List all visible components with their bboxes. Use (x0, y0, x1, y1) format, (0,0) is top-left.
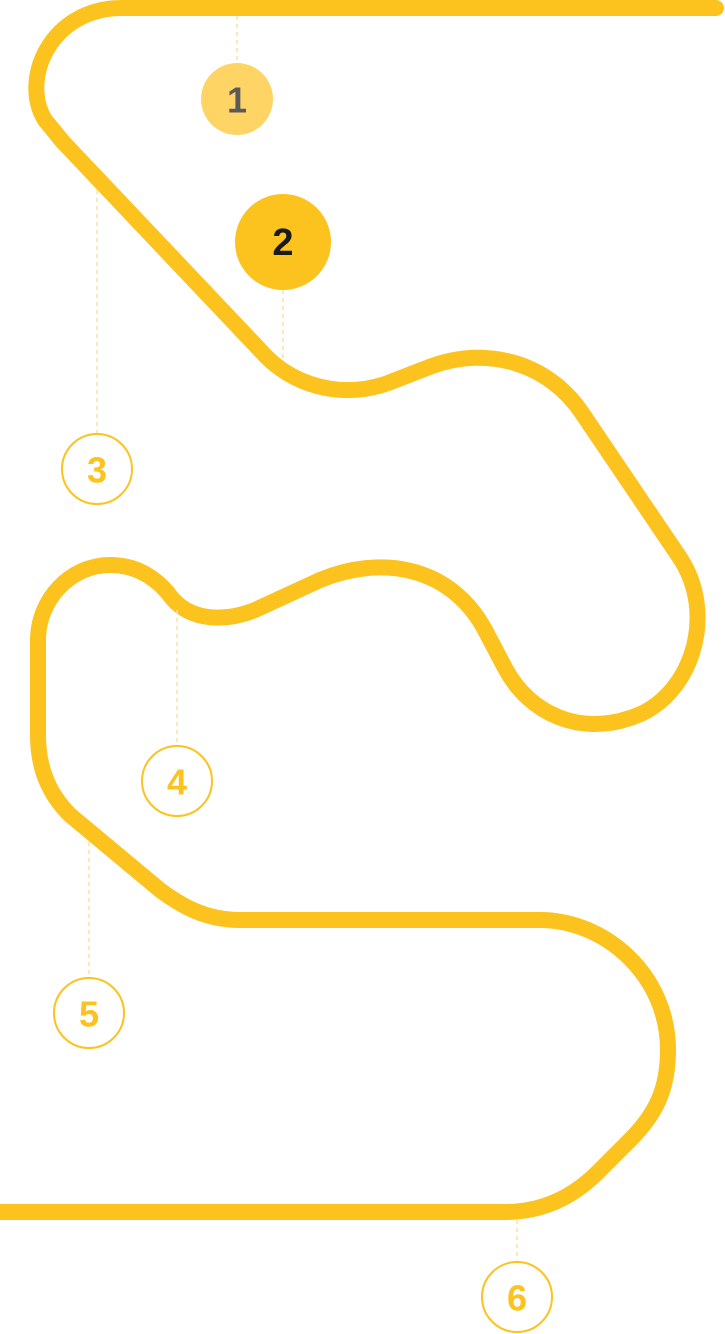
route-track (0, 0, 724, 1220)
step-node-6-circle (481, 1261, 553, 1333)
step-node-6-label: 6 (507, 1278, 527, 1319)
step-node-3-label: 3 (87, 450, 107, 491)
step-node-2-circle (235, 194, 331, 290)
connector-lines (88, 16, 518, 1262)
step-node-1[interactable]: 1 (201, 63, 273, 135)
step-node-5[interactable]: 5 (53, 977, 125, 1049)
step-node-2[interactable]: 2 (235, 194, 331, 290)
step-nodes: 1 2 3 4 5 6 (53, 63, 553, 1333)
step-node-1-label: 1 (227, 80, 247, 121)
step-node-3[interactable]: 3 (61, 433, 133, 505)
step-node-1-circle (201, 63, 273, 135)
step-node-6[interactable]: 6 (481, 1261, 553, 1333)
step-node-4-label: 4 (167, 762, 187, 803)
step-node-5-circle (53, 977, 125, 1049)
step-node-3-circle (61, 433, 133, 505)
step-node-2-label: 2 (272, 222, 293, 264)
step-node-4-circle (141, 745, 213, 817)
step-node-4[interactable]: 4 (141, 745, 213, 817)
step-node-5-label: 5 (79, 994, 99, 1035)
